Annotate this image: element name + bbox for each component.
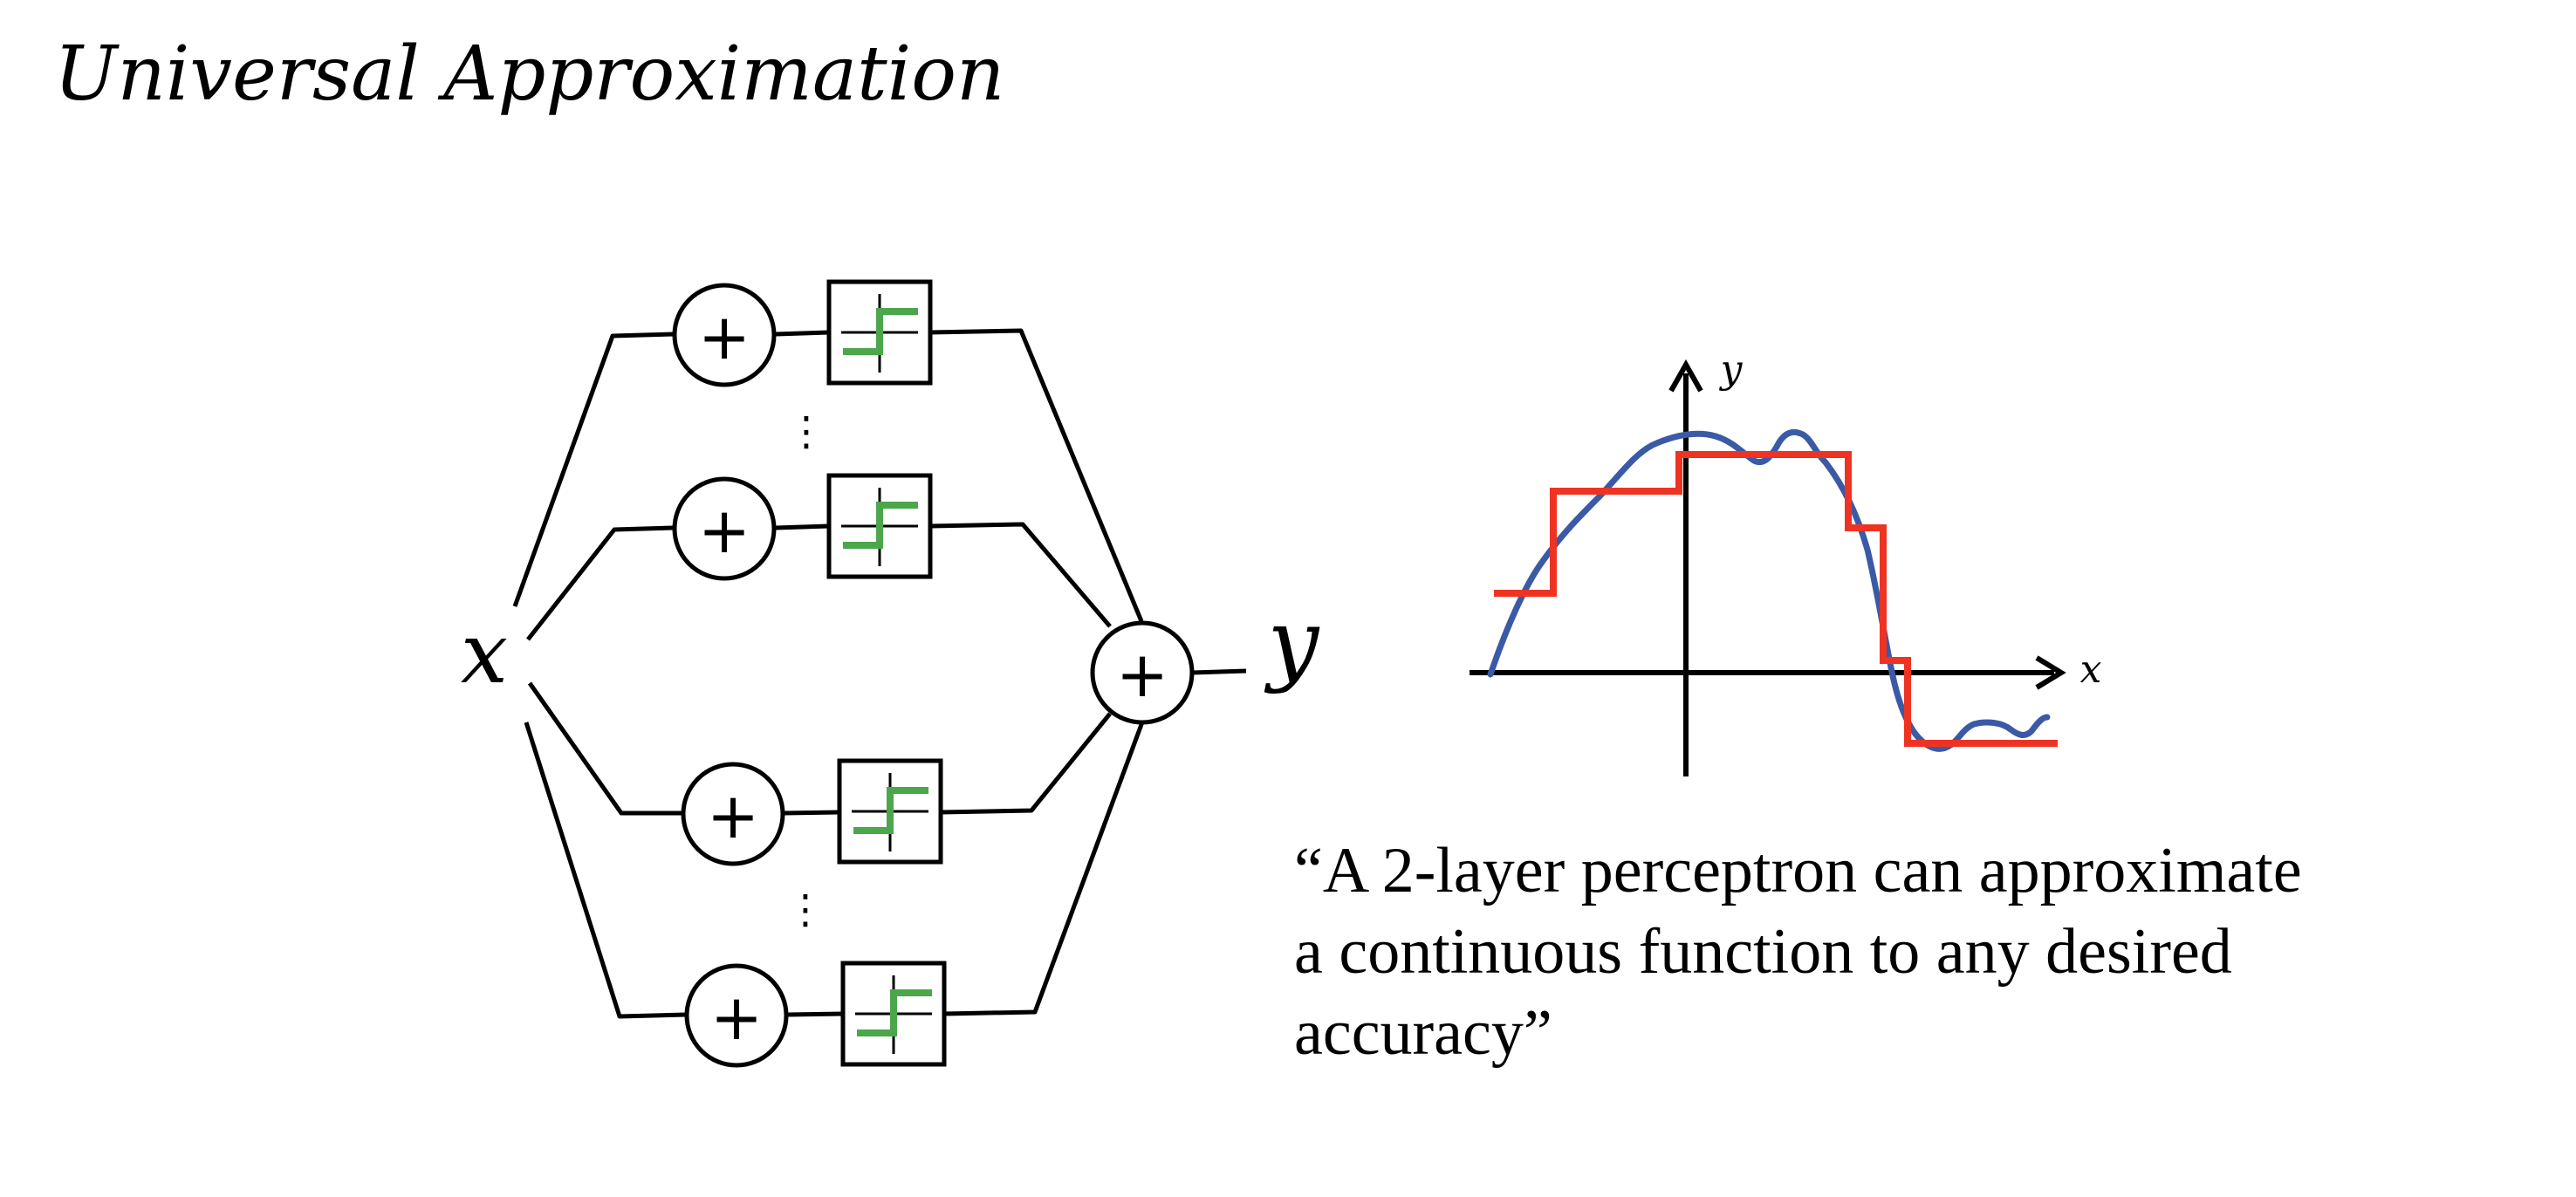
target-function-curve: [1487, 428, 2051, 752]
plot-x-label: x: [2080, 647, 2102, 692]
edge-step-to-output-row-3: [940, 712, 1112, 815]
approximation-plot: x y: [1470, 347, 2102, 776]
plot-y-label: y: [1719, 347, 1744, 392]
step-function-icon: [855, 975, 932, 1054]
edge-input-to-row-2: [526, 525, 675, 641]
ellipsis-lower: ⋮: [785, 886, 826, 933]
edge-sum-to-step-row-2: [774, 523, 830, 530]
quote-line-3: accuracy”: [1294, 997, 1552, 1069]
edge-step-to-output-row-2: [929, 522, 1112, 628]
step-activation-row-3: [837, 758, 943, 865]
slide-title: Universal Approximation: [54, 31, 1005, 118]
output-label-y: y: [1264, 589, 1320, 695]
quote-line-1: “A 2-layer perceptron can approximate: [1294, 835, 2302, 906]
edge-input-to-row-4: [524, 722, 687, 1019]
plus-icon: +: [698, 300, 750, 373]
sum-node-row-4: +: [684, 963, 789, 1068]
edge-step-to-output-row-4: [943, 719, 1146, 1016]
sum-node-row-1: +: [672, 283, 777, 387]
edge-sum-to-step-row-1: [774, 330, 830, 337]
output-sum-node: +: [1090, 620, 1195, 725]
y-axis-arrowhead: [1668, 359, 1703, 393]
step-approximation-curve: [1494, 451, 2058, 747]
plot-axes: [1470, 359, 2066, 776]
step-function-icon: [841, 488, 918, 566]
step-function-icon: [852, 773, 928, 852]
step-activation-row-1: [826, 279, 933, 386]
plus-icon: +: [1116, 638, 1168, 711]
x-axis-arrowhead: [2035, 655, 2066, 690]
network-diagram: x y ⋮ ⋮ +: [461, 279, 1320, 1068]
edge-sum-to-step-row-3: [783, 810, 840, 816]
step-function-icon: [841, 294, 918, 373]
sum-node-row-2: +: [672, 476, 777, 581]
quote-line-2: a continuous function to any desired: [1294, 916, 2232, 988]
input-label-x: x: [461, 605, 508, 702]
edge-sum-to-step-row-4: [786, 1011, 844, 1017]
step-activation-row-2: [826, 473, 933, 579]
network-connections: [512, 328, 1247, 1019]
sum-node-row-3: +: [681, 762, 785, 866]
ellipsis-upper: ⋮: [786, 407, 826, 455]
edge-output-sum-to-y: [1191, 668, 1247, 675]
edge-input-to-row-3: [527, 681, 682, 816]
theorem-quote: “A 2-layer perceptron can approximate a …: [1294, 831, 2533, 1074]
step-activation-row-4: [840, 961, 947, 1067]
edge-step-to-output-row-1: [929, 328, 1144, 622]
plus-icon: +: [698, 494, 750, 567]
plus-icon: +: [707, 779, 759, 852]
edge-input-to-row-1: [512, 332, 675, 607]
plus-icon: +: [710, 981, 763, 1054]
